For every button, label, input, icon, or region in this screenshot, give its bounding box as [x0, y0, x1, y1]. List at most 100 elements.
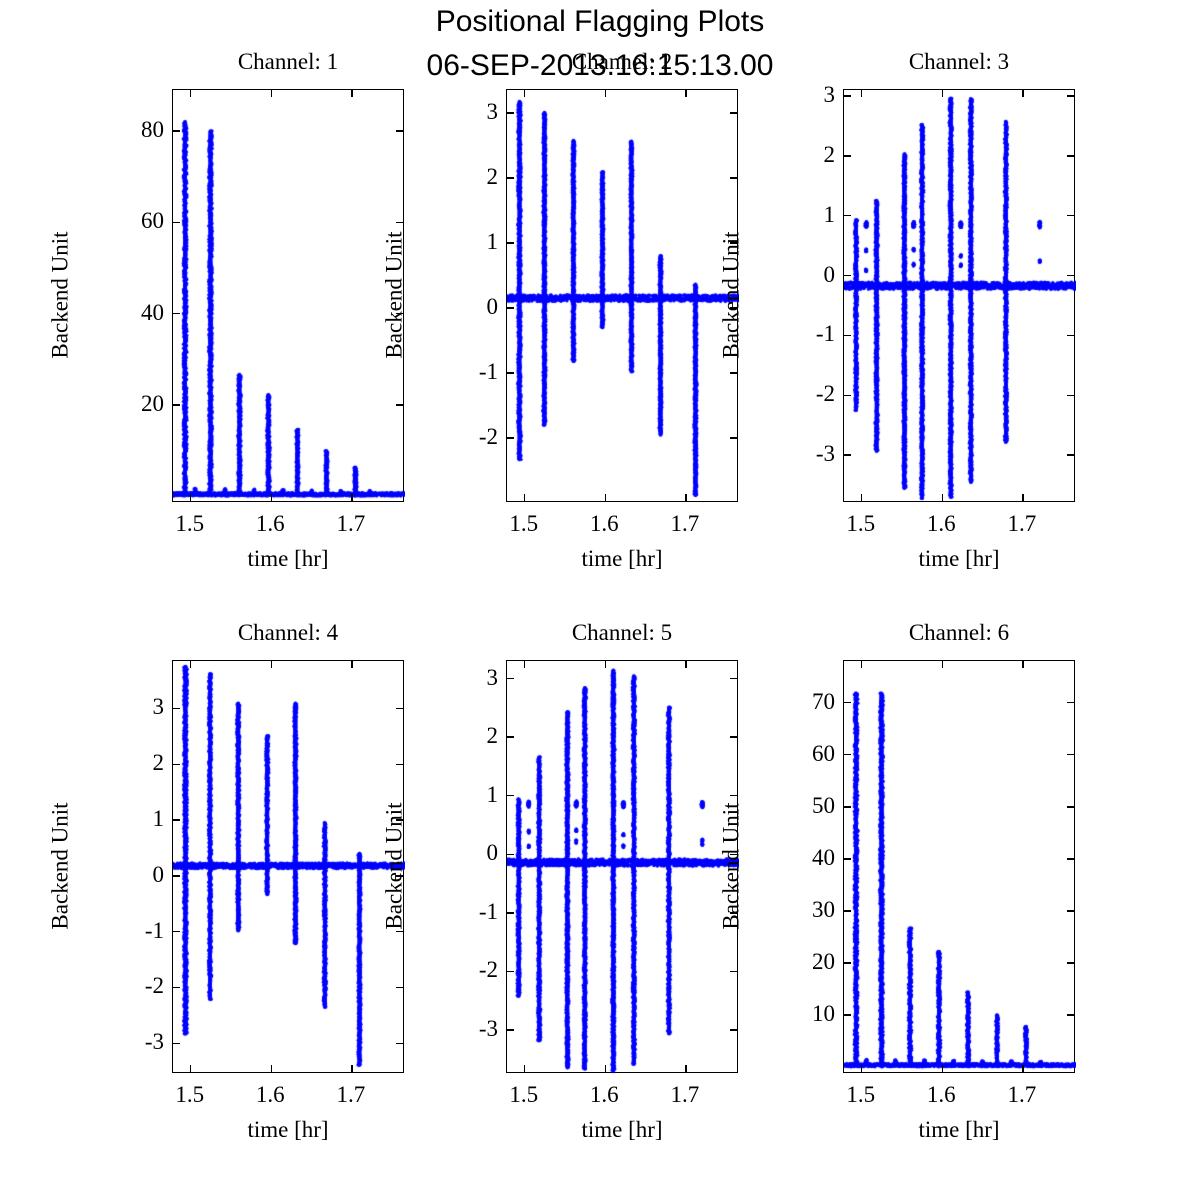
y-tickmark	[396, 930, 403, 933]
y-tickmark	[730, 372, 737, 374]
x-tick-label: 1.5	[509, 511, 539, 536]
y-tick-label: -3	[144, 1029, 164, 1055]
y-tickmark	[730, 307, 737, 309]
x-tickmark	[604, 1065, 607, 1072]
figure-subtitle-timestamp: 06-SEP-2013.16:15:13.00	[426, 49, 774, 82]
subplot-title-channel-1: Channel: 1	[237, 49, 339, 74]
scatter-points-channel-6	[844, 661, 1076, 1074]
y-axis-label-channel-6: Backend Unit	[718, 801, 743, 930]
x-tick-label: 1.7	[336, 511, 366, 536]
y-tickmark	[730, 970, 737, 973]
subplot-channel-3: Channel: 3	[843, 49, 1076, 503]
y-tickmark	[844, 910, 851, 912]
plot-area-channel-1	[172, 89, 405, 503]
x-tick-label: 1.6	[926, 511, 956, 536]
y-tickmark	[173, 763, 180, 765]
y-tickmark	[396, 221, 403, 224]
plot-area-channel-2	[506, 89, 739, 503]
y-tickmark	[1067, 753, 1074, 756]
y-tick-label: 2	[152, 750, 165, 776]
x-tickmark	[189, 661, 192, 668]
y-tickmark	[730, 736, 737, 738]
subplot-channel-2: Channel: 2	[506, 49, 739, 503]
y-tickmark	[730, 794, 737, 797]
y-tick-label: 1	[486, 228, 499, 254]
y-tickmark	[173, 819, 180, 821]
x-tickmark	[941, 494, 944, 501]
y-tickmark	[396, 404, 403, 406]
y-tick-label: -1	[815, 321, 835, 347]
x-tickmark	[523, 1065, 526, 1072]
y-tickmark	[173, 986, 180, 989]
y-tick-label: 40	[812, 844, 835, 870]
x-tickmark	[270, 494, 273, 501]
y-tick-label: -2	[144, 973, 164, 999]
y-tickmark	[1067, 274, 1074, 277]
y-tickmark	[1067, 962, 1074, 964]
x-tickmark	[685, 494, 687, 501]
y-tick-label: 40	[141, 299, 164, 325]
y-tick-label: 3	[823, 81, 836, 107]
y-tickmark	[844, 95, 851, 97]
subplot-title-channel-5: Channel: 5	[571, 620, 673, 645]
y-tickmark	[173, 404, 180, 406]
y-tick-label: -2	[478, 957, 498, 983]
x-tick-label: 1.6	[255, 511, 285, 536]
plot-area-channel-6	[843, 660, 1076, 1074]
y-tick-label: 0	[152, 861, 165, 887]
y-tick-label: 80	[141, 117, 164, 143]
y-tickmark	[507, 912, 514, 914]
y-tickmark	[844, 274, 851, 277]
y-tick-label: -2	[815, 381, 835, 407]
x-tick-label: 1.6	[589, 1082, 619, 1107]
y-tickmark	[507, 853, 514, 856]
y-tickmark	[507, 437, 514, 439]
subplot-title-channel-2: Channel: 2	[571, 49, 673, 74]
x-axis-label-channel-4: time [hr]	[247, 1117, 329, 1142]
x-axis-label-channel-6: time [hr]	[918, 1117, 1000, 1142]
y-tickmark	[844, 454, 851, 456]
x-tick-label: 1.6	[589, 511, 619, 536]
subplot-channel-4: Channel: 4	[172, 620, 405, 1074]
y-tickmark	[844, 701, 851, 704]
y-axis-label-channel-2: Backend Unit	[381, 230, 406, 359]
subplot-channel-1: Channel: 1	[172, 49, 405, 503]
scatter-points-channel-3	[844, 90, 1076, 503]
subplot-title-channel-6: Channel: 6	[908, 620, 1010, 645]
plot-area-channel-4	[172, 660, 405, 1074]
y-tickmark	[1067, 806, 1074, 808]
y-tickmark	[844, 334, 851, 337]
x-tickmark	[270, 90, 273, 97]
x-tick-label: 1.7	[1007, 511, 1037, 536]
x-tickmark	[189, 494, 192, 501]
x-tick-label: 1.6	[926, 1082, 956, 1107]
y-tickmark	[507, 112, 514, 114]
y-tickmark	[730, 242, 737, 244]
subplot-channel-5: Channel: 5	[506, 620, 739, 1074]
y-axis-label-channel-1: Backend Unit	[47, 230, 72, 359]
y-tickmark	[730, 677, 737, 680]
y-tickmark	[507, 1029, 514, 1031]
y-tickmark	[507, 970, 514, 973]
y-tickmark	[730, 177, 737, 179]
y-tickmark	[396, 819, 403, 821]
x-tickmark	[860, 494, 863, 501]
y-tickmark	[507, 307, 514, 309]
x-tickmark	[351, 494, 353, 501]
x-tickmark	[189, 1065, 192, 1072]
x-tickmark	[941, 90, 944, 97]
x-tickmark	[523, 661, 526, 668]
scatter-points-channel-1	[173, 90, 405, 503]
x-tickmark	[604, 661, 607, 668]
y-tickmark	[844, 394, 851, 396]
y-tick-label: 10	[812, 1001, 835, 1027]
y-tickmark	[173, 930, 180, 933]
y-tickmark	[844, 1014, 851, 1016]
plot-area-channel-3	[843, 89, 1076, 503]
y-tickmark	[1067, 95, 1074, 97]
x-tick-label: 1.5	[846, 1082, 876, 1107]
x-tickmark	[1022, 1065, 1024, 1072]
x-tickmark	[189, 90, 192, 97]
figure-title: Positional Flagging Plots	[435, 5, 765, 38]
